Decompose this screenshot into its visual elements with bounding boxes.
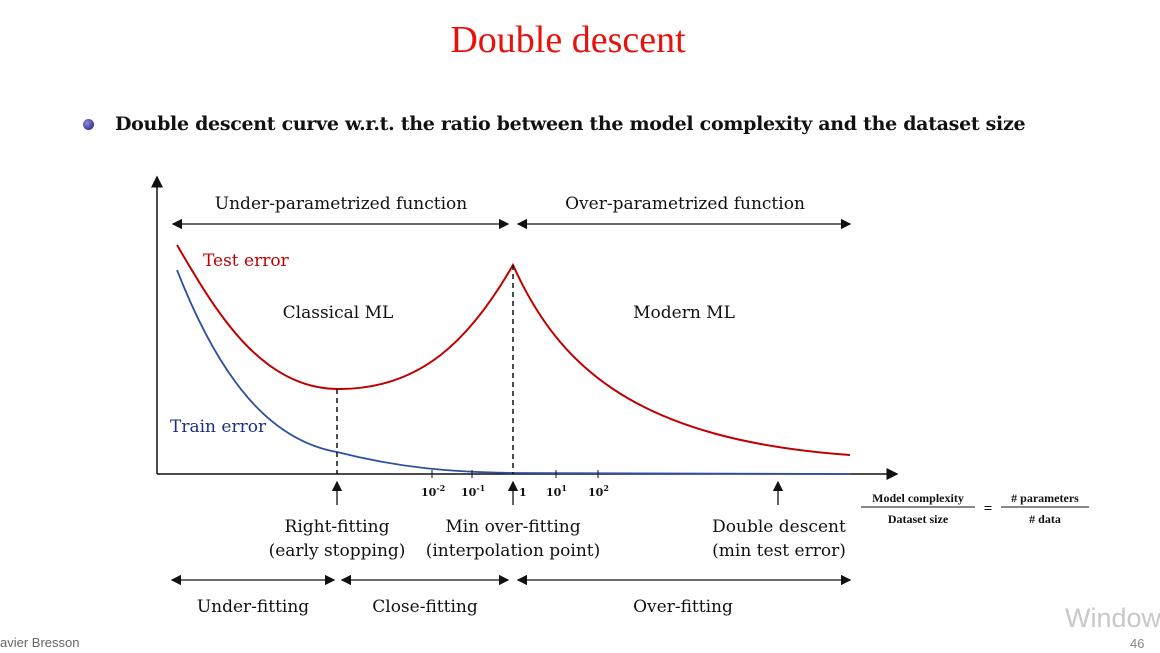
min-overfitting-sublabel: (interpolation point) [426,541,601,561]
over-fitting-label: Over-fitting [633,597,733,617]
over-param-label: Over-parametrized function [565,194,805,214]
min-overfitting-label: Min over-fitting [445,517,580,537]
tick-label: 10-1 [461,483,485,499]
tick-label: 10-2 [421,483,445,499]
double-descent-label: Double descent [712,517,846,537]
axis-formula: Model complexity Dataset size = # parame… [861,491,1089,526]
page-number: 46 [1130,636,1145,651]
under-param-label: Under-parametrized function [215,194,467,214]
test-error-curve [176,244,851,456]
formula-num-right: # parameters [1011,491,1079,505]
under-fitting-label: Under-fitting [197,597,309,617]
formula-num-left: Model complexity [872,491,964,505]
formula-den-right: # data [1029,512,1061,526]
tick-label: 102 [588,483,609,499]
test-error-label: Test error [203,251,290,271]
slide-title: Double descent [450,19,686,61]
classical-ml-label: Classical ML [283,303,394,323]
formula-den-left: Dataset size [888,512,949,526]
train-error-label: Train error [170,417,267,437]
formula-equals: = [984,501,993,517]
modern-ml-label: Modern ML [633,303,735,323]
x-ticks [431,470,599,478]
tick-label: 1 [519,486,527,499]
close-fitting-label: Close-fitting [372,597,478,617]
bullet-icon [83,119,94,130]
right-fitting-sublabel: (early stopping) [269,541,406,561]
double-descent-sublabel: (min test error) [712,541,846,561]
train-error-curve [176,269,851,475]
bullet-text: Double descent curve w.r.t. the ratio be… [115,113,1026,135]
author-footer: avier Bresson [0,635,80,650]
windows-watermark: Windows [1065,603,1160,633]
tick-label: 101 [546,483,567,499]
right-fitting-label: Right-fitting [285,517,390,537]
